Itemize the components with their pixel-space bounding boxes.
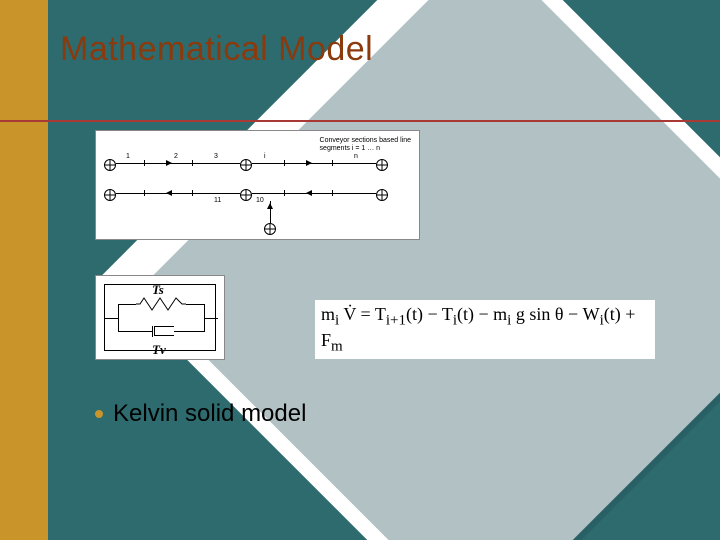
segment-tick [284,160,285,166]
kelvin-label-tv: Tv [152,342,166,358]
damper-rod [136,331,152,332]
segment-tick [284,190,285,196]
segment-tick [332,160,333,166]
kelvin-bot-lead-l [118,331,136,332]
bullet-item: Kelvin solid model [95,400,306,428]
segment-label: 3 [214,153,218,160]
arrow-icon [267,203,273,209]
slide-title: Mathematical Model [60,30,373,69]
conveyor-diagram: Conveyor sections based line segments i … [95,130,420,240]
kelvin-diagram: Ts Tv [95,275,225,360]
damper-rod-r [174,331,186,332]
gold-sidebar [0,0,48,540]
pulley-icon [376,159,388,171]
kelvin-top-lead-l [118,304,136,305]
kelvin-bot-lead-r [186,331,204,332]
segment-label: 11 [214,197,221,204]
kelvin-split-right [204,304,205,332]
pulley-icon [376,189,388,201]
pulley-icon [104,189,116,201]
segment-tick [192,160,193,166]
segment-tick [332,190,333,196]
segment-label: 10 [256,197,264,204]
pulley-icon [104,159,116,171]
equation-of-motion: mi V̇ = Ti+1(t) − Ti(t) − mi g sin θ − W… [315,300,655,359]
bullet-text: Kelvin solid model [113,400,306,428]
kelvin-label-ts: Ts [152,282,164,298]
segment-label: n [354,153,358,160]
arrow-icon [166,160,172,166]
segment-tick [192,190,193,196]
arrow-icon [306,160,312,166]
kelvin-stem-right [204,318,218,319]
segment-tick [144,190,145,196]
belt-line [116,163,240,164]
pulley-icon [240,189,252,201]
slide: Mathematical Model Conveyor sections bas… [0,0,720,540]
pulley-icon [240,159,252,171]
background [0,0,720,540]
bullet-dot-icon [95,410,103,418]
arrow-icon [306,190,312,196]
segment-label: 1 [126,153,130,160]
segment-tick [144,160,145,166]
segment-label: 2 [174,153,178,160]
accent-line [0,120,720,122]
kelvin-split-left [118,304,119,332]
damper-cylinder [154,326,174,336]
spring-icon [136,297,186,311]
kelvin-stem-left [104,318,118,319]
belt-line [252,163,376,164]
pulley-icon [264,223,276,235]
belt-line [116,193,240,194]
conveyor-canvas: 1 2 3 i n 11 10 [96,131,419,239]
damper-piston [152,326,153,337]
kelvin-top-lead-r [186,304,204,305]
belt-line [252,193,376,194]
segment-label: i [264,153,266,160]
arrow-icon [166,190,172,196]
